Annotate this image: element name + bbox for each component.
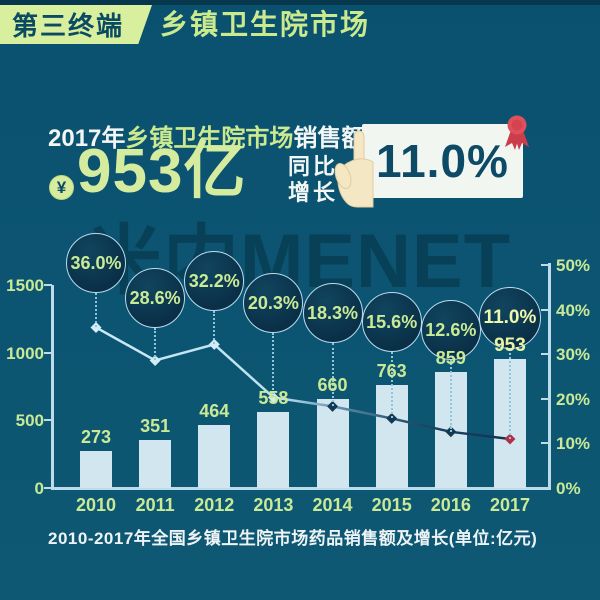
sales-amount: 953亿 — [77, 137, 247, 206]
stat-headline-prefix: 2017年 — [48, 125, 126, 152]
growth-bubble: 11.0% — [478, 287, 541, 349]
yuan-coin-icon: ¥ — [49, 175, 74, 200]
yoy-value-card: 11.0% — [362, 124, 523, 198]
sales-bar — [198, 425, 231, 488]
bubble-connector — [449, 360, 452, 432]
sales-bar — [139, 440, 172, 488]
growth-marker — [445, 426, 457, 438]
sales-bar — [80, 451, 112, 488]
growth-bubble: 12.6% — [420, 300, 481, 360]
bar-value-label: 464 — [199, 401, 230, 422]
x-axis-year-label: 2011 — [135, 495, 175, 515]
bubble-connector — [272, 333, 275, 398]
y-axis-right-label: 50% — [556, 256, 591, 275]
sales-bar — [316, 398, 349, 488]
bubble-connector — [390, 352, 393, 419]
x-axis-year-label: 2010 — [75, 495, 117, 515]
hand-icon — [334, 130, 374, 208]
growth-bubble-label: 32.2% — [188, 270, 240, 291]
growth-marker — [267, 391, 279, 403]
x-axis-year-label: 2016 — [430, 495, 471, 515]
bar-value-label: 953 — [494, 335, 526, 357]
y-axis-left-label: 1500 — [6, 276, 44, 295]
section-badge-label: 第三终端 — [12, 11, 125, 41]
yuan-symbol: ¥ — [56, 177, 67, 197]
y-axis-right-tick — [541, 487, 549, 489]
x-axis — [51, 487, 551, 490]
y-axis-right-tick — [541, 264, 549, 266]
growth-marker — [208, 338, 220, 350]
y-axis-right-tick — [541, 442, 549, 445]
award-ribbon-icon — [505, 115, 529, 150]
bubble-connector — [213, 311, 216, 345]
bar-value-label: 273 — [80, 427, 112, 448]
growth-bubble-label: 15.6% — [366, 311, 418, 332]
top-strip — [0, 0, 600, 5]
y-axis-left-label: 500 — [15, 411, 44, 431]
sales-bar — [257, 412, 290, 488]
bar-value-label: 660 — [317, 374, 348, 395]
section-badge: 第三终端 — [0, 5, 152, 44]
y-axis-right-label: 20% — [556, 389, 591, 409]
bar-value-label: 351 — [140, 416, 171, 437]
growth-bubble-label: 18.3% — [307, 302, 359, 323]
bar-value-label: 859 — [435, 347, 466, 368]
y-axis-right-label: 10% — [556, 434, 591, 454]
growth-bubble-label: 12.6% — [425, 319, 477, 340]
yoy-label-line1: 同比 — [288, 154, 339, 179]
bar-value-label: 558 — [258, 388, 289, 409]
x-axis-year-label: 2017 — [489, 495, 530, 515]
y-axis-right — [548, 263, 551, 490]
y-axis-right-label: 30% — [556, 345, 591, 365]
y-axis-right-tick — [541, 353, 549, 356]
y-axis-right-label: 40% — [556, 300, 591, 320]
bubble-connector — [331, 343, 334, 407]
growth-bubble: 32.2% — [184, 251, 245, 311]
bar-value-label: 763 — [376, 360, 407, 381]
growth-bubble: 28.6% — [125, 268, 186, 328]
y-axis-left-tick — [44, 419, 52, 422]
yoy-value: 11.0% — [376, 135, 509, 187]
growth-bubble-label: 20.3% — [247, 292, 299, 313]
growth-bubble-label: 28.6% — [129, 287, 181, 308]
y-axis-left-tick — [44, 284, 52, 286]
growth-marker — [327, 400, 339, 412]
growth-marker — [149, 354, 161, 366]
bubble-connector — [154, 328, 157, 361]
x-axis-year-label: 2013 — [253, 495, 294, 515]
x-axis-year-label: 2014 — [312, 495, 353, 515]
x-axis-year-label: 2015 — [371, 495, 412, 515]
y-axis-left-tick — [44, 351, 52, 354]
growth-bubble-label: 11.0% — [483, 307, 537, 328]
y-axis-left-tick — [44, 487, 52, 489]
y-axis-left — [51, 285, 54, 489]
growth-bubble-label: 36.0% — [70, 252, 122, 273]
stat-headline-highlight: 乡镇卫生院市场 — [125, 125, 294, 152]
growth-marker — [386, 412, 398, 424]
y-axis-right-tick — [541, 397, 549, 400]
page-title: 乡镇卫生院市场 — [160, 9, 371, 40]
growth-marker — [504, 433, 516, 445]
y-axis-left-label: 0 — [34, 479, 44, 498]
growth-bubble: 20.3% — [243, 273, 304, 333]
growth-bubble: 18.3% — [302, 283, 363, 343]
y-axis-left-label: 1000 — [6, 343, 44, 363]
yoy-label-line2: 增长 — [288, 180, 339, 205]
growth-bubble: 36.0% — [66, 233, 126, 293]
x-axis-year-label: 2012 — [194, 495, 235, 515]
growth-marker — [90, 321, 102, 333]
bubble-connector — [95, 293, 97, 328]
bubble-connector — [508, 349, 511, 439]
growth-bubble: 15.6% — [361, 292, 422, 352]
y-axis-right-tick — [541, 308, 549, 311]
growth-line-path — [95, 326, 511, 441]
y-axis-right-label: 0% — [556, 479, 581, 498]
chart-caption: 2010-2017年全国乡镇卫生院市场药品销售额及增长(单位:亿元) — [48, 529, 538, 548]
